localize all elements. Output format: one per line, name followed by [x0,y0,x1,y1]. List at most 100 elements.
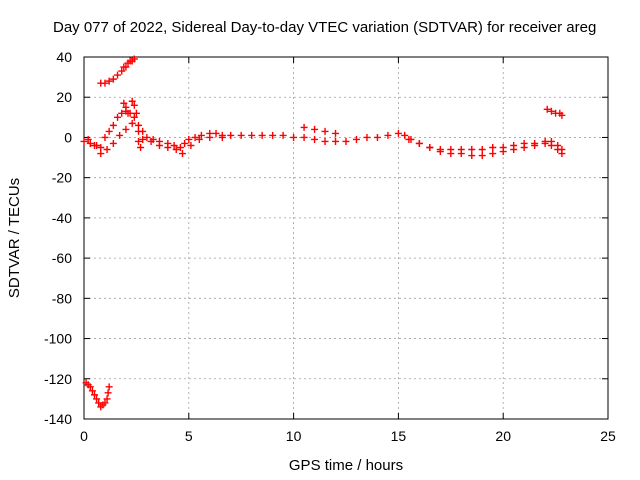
data-point [128,97,136,105]
data-point [468,152,476,160]
data-point [558,150,566,158]
data-point [363,133,371,141]
data-point [172,146,180,154]
data-point [128,119,136,127]
data-point [457,150,465,158]
data-point [415,139,423,147]
data-point [478,146,486,154]
data-point [116,131,124,139]
data-point [478,152,486,160]
data-point [187,141,195,149]
plot-frame [83,56,609,420]
data-point [426,144,434,151]
data-point [97,144,105,151]
data-point [103,146,111,154]
data-point [342,137,350,145]
y-tick-label: 20 [56,89,72,105]
data-point [468,146,476,154]
data-point [155,141,163,149]
series-low-dip [82,379,113,411]
x-tick-label: 15 [391,428,407,444]
grid [84,57,608,419]
y-tick-label: -120 [44,371,72,387]
y-tick-label: -60 [52,250,72,266]
data-point [195,135,203,143]
data-point [122,125,130,133]
data-point [197,131,205,139]
x-tick-label: 10 [286,428,302,444]
x-tick-label: 20 [495,428,511,444]
data-point [132,109,140,117]
data-point [109,75,117,83]
data-point [103,395,111,403]
data-point [554,146,562,154]
data-point [134,127,142,135]
data-point [510,146,518,154]
x-tick-label: 25 [600,428,616,444]
data-point [86,383,94,391]
data-point [489,144,497,151]
data-point [86,139,94,147]
data-point [97,150,105,158]
y-tick-label: -80 [52,290,72,306]
data-point [88,387,96,395]
data-point [311,135,319,143]
data-point [80,137,88,145]
y-tick-label: -40 [52,210,72,226]
data-point [436,148,444,156]
data-point [90,141,98,149]
data-point [447,150,455,158]
data-point [90,391,98,399]
data-point [279,131,287,139]
data-point [122,103,130,111]
series-upper-cluster [97,55,138,87]
data-point [489,150,497,158]
data-point [248,131,256,139]
data-point [84,135,92,143]
y-tick-label: 0 [64,129,72,145]
series-spikes [120,97,145,151]
data-point [405,135,413,143]
data-point [122,63,130,71]
x-axis-title: GPS time / hours [289,457,403,474]
data-point [269,131,277,139]
data-point [558,111,566,119]
data-point [139,135,147,143]
data-point [212,129,220,137]
data-point [95,399,103,407]
y-tick-label: 40 [56,49,72,65]
data-point [520,144,528,151]
data-point [93,395,101,403]
x-tick-label: 5 [185,428,193,444]
data-point [109,139,117,147]
data-point [185,135,193,143]
data-point [394,129,402,137]
data-point [547,141,555,149]
y-tick-label: -140 [44,411,72,427]
data-point [237,131,245,139]
series-late-upper [543,105,566,119]
data-point [191,133,199,141]
data-point [547,107,555,115]
data-point [541,139,549,147]
axis-ticks: 0 5 10 15 20 25 40 20 0 -20 -40 -60 -80 -100 -120 -140 [44,49,616,444]
data-point [124,109,132,117]
series-lower-spread [84,119,566,160]
data-point [227,131,235,139]
data-point [118,109,126,117]
data-point [373,133,381,141]
data-point [206,133,214,141]
data-point [118,67,126,75]
chart-title: Day 077 of 2022, Sidereal Day-to-day VTE… [53,19,596,36]
data-point [332,129,340,137]
data-point [290,133,298,141]
y-tick-label: -100 [44,331,72,347]
data-point [105,77,113,85]
data-point [499,148,507,156]
data-point [352,135,360,143]
x-tick-label: 0 [80,428,88,444]
data-point [105,127,113,135]
data-point [104,389,112,397]
data-point [258,131,266,139]
data-point [176,144,184,151]
